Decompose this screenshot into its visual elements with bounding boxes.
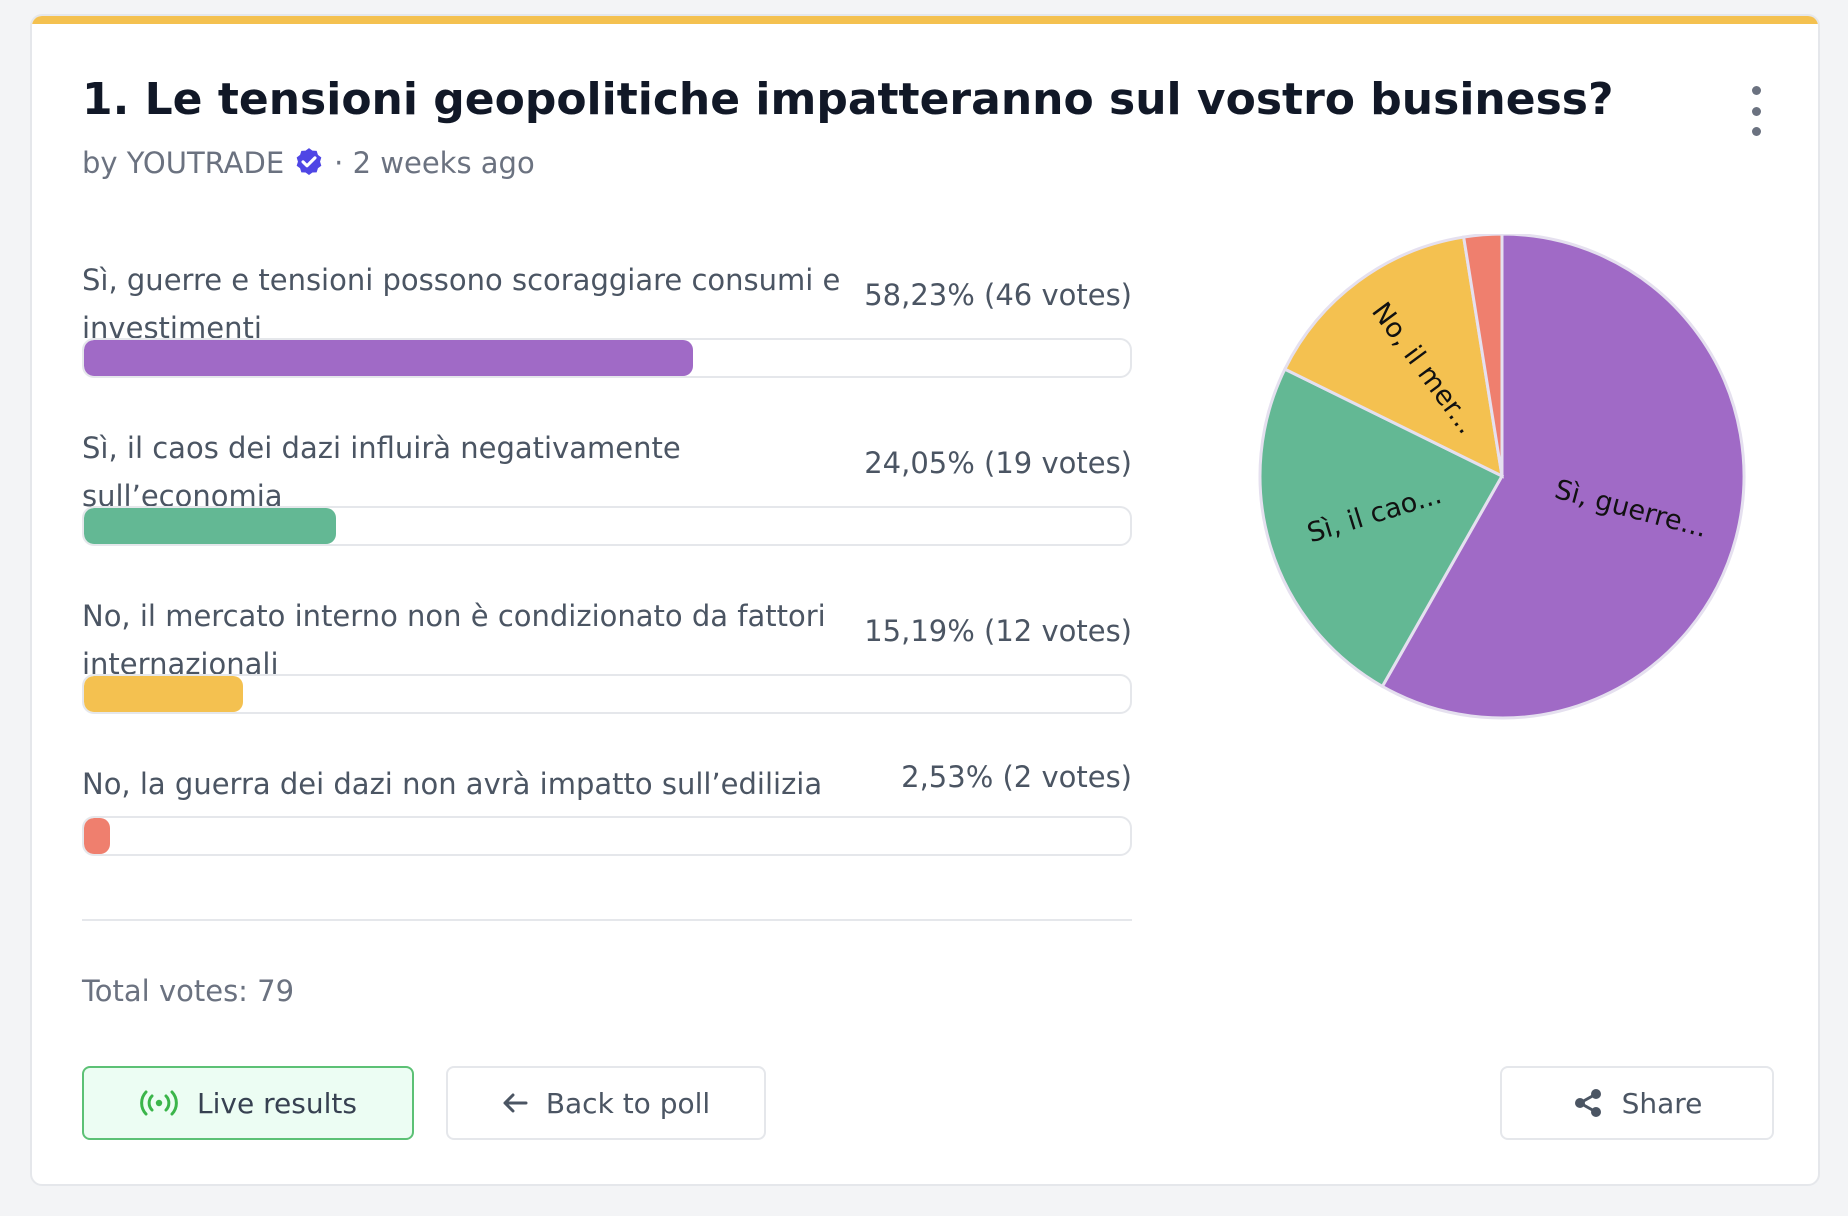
progress-bar xyxy=(82,674,1132,714)
progress-fill xyxy=(84,508,336,544)
poll-time: · 2 weeks ago xyxy=(334,146,535,180)
option-result: 2,53% (2 votes) xyxy=(901,760,1132,794)
accent-bar xyxy=(32,16,1818,24)
progress-fill xyxy=(84,818,111,854)
total-votes: Total votes: 79 xyxy=(82,974,295,1008)
progress-fill xyxy=(84,340,694,376)
back-to-poll-label: Back to poll xyxy=(545,1086,711,1120)
pie-slice xyxy=(1461,234,1504,477)
poll-meta: by YOUTRADE · 2 weeks ago xyxy=(82,146,535,180)
share-label: Share xyxy=(1621,1086,1703,1120)
pie-slice xyxy=(1282,235,1504,479)
pie-slice xyxy=(1380,234,1746,720)
live-results-button[interactable]: Live results xyxy=(82,1066,414,1140)
broadcast-icon xyxy=(139,1089,179,1117)
divider xyxy=(82,919,1132,921)
progress-bar xyxy=(82,816,1132,856)
verified-badge-icon xyxy=(292,146,326,180)
live-results-label: Live results xyxy=(197,1086,357,1120)
progress-bar xyxy=(82,338,1132,378)
arrow-left-icon xyxy=(502,1091,528,1115)
option-result: 15,19% (12 votes) xyxy=(864,614,1132,648)
option-result: 24,05% (19 votes) xyxy=(864,446,1132,480)
progress-bar xyxy=(82,506,1132,546)
back-to-poll-button[interactable]: Back to poll xyxy=(446,1066,766,1140)
share-button[interactable]: Share xyxy=(1500,1066,1774,1140)
share-icon xyxy=(1572,1087,1604,1119)
option-label: Sì, guerre e tensioni possono scoraggiar… xyxy=(82,263,841,345)
option-result: 58,23% (46 votes) xyxy=(864,278,1132,312)
poll-author: by YOUTRADE xyxy=(82,146,285,180)
option-label: No, la guerra dei dazi non avrà impatto … xyxy=(82,767,823,801)
progress-fill xyxy=(84,676,243,712)
poll-title: 1. Le tensioni geopolitiche impatteranno… xyxy=(82,74,1614,125)
more-options-icon[interactable] xyxy=(1744,86,1768,136)
poll-results-card: 1. Le tensioni geopolitiche impatteranno… xyxy=(30,14,1820,1186)
pie-slice xyxy=(1258,367,1505,689)
results-pie-chart: Sì, guerre...Sì, il cao...No, il mer... xyxy=(1258,234,1746,720)
